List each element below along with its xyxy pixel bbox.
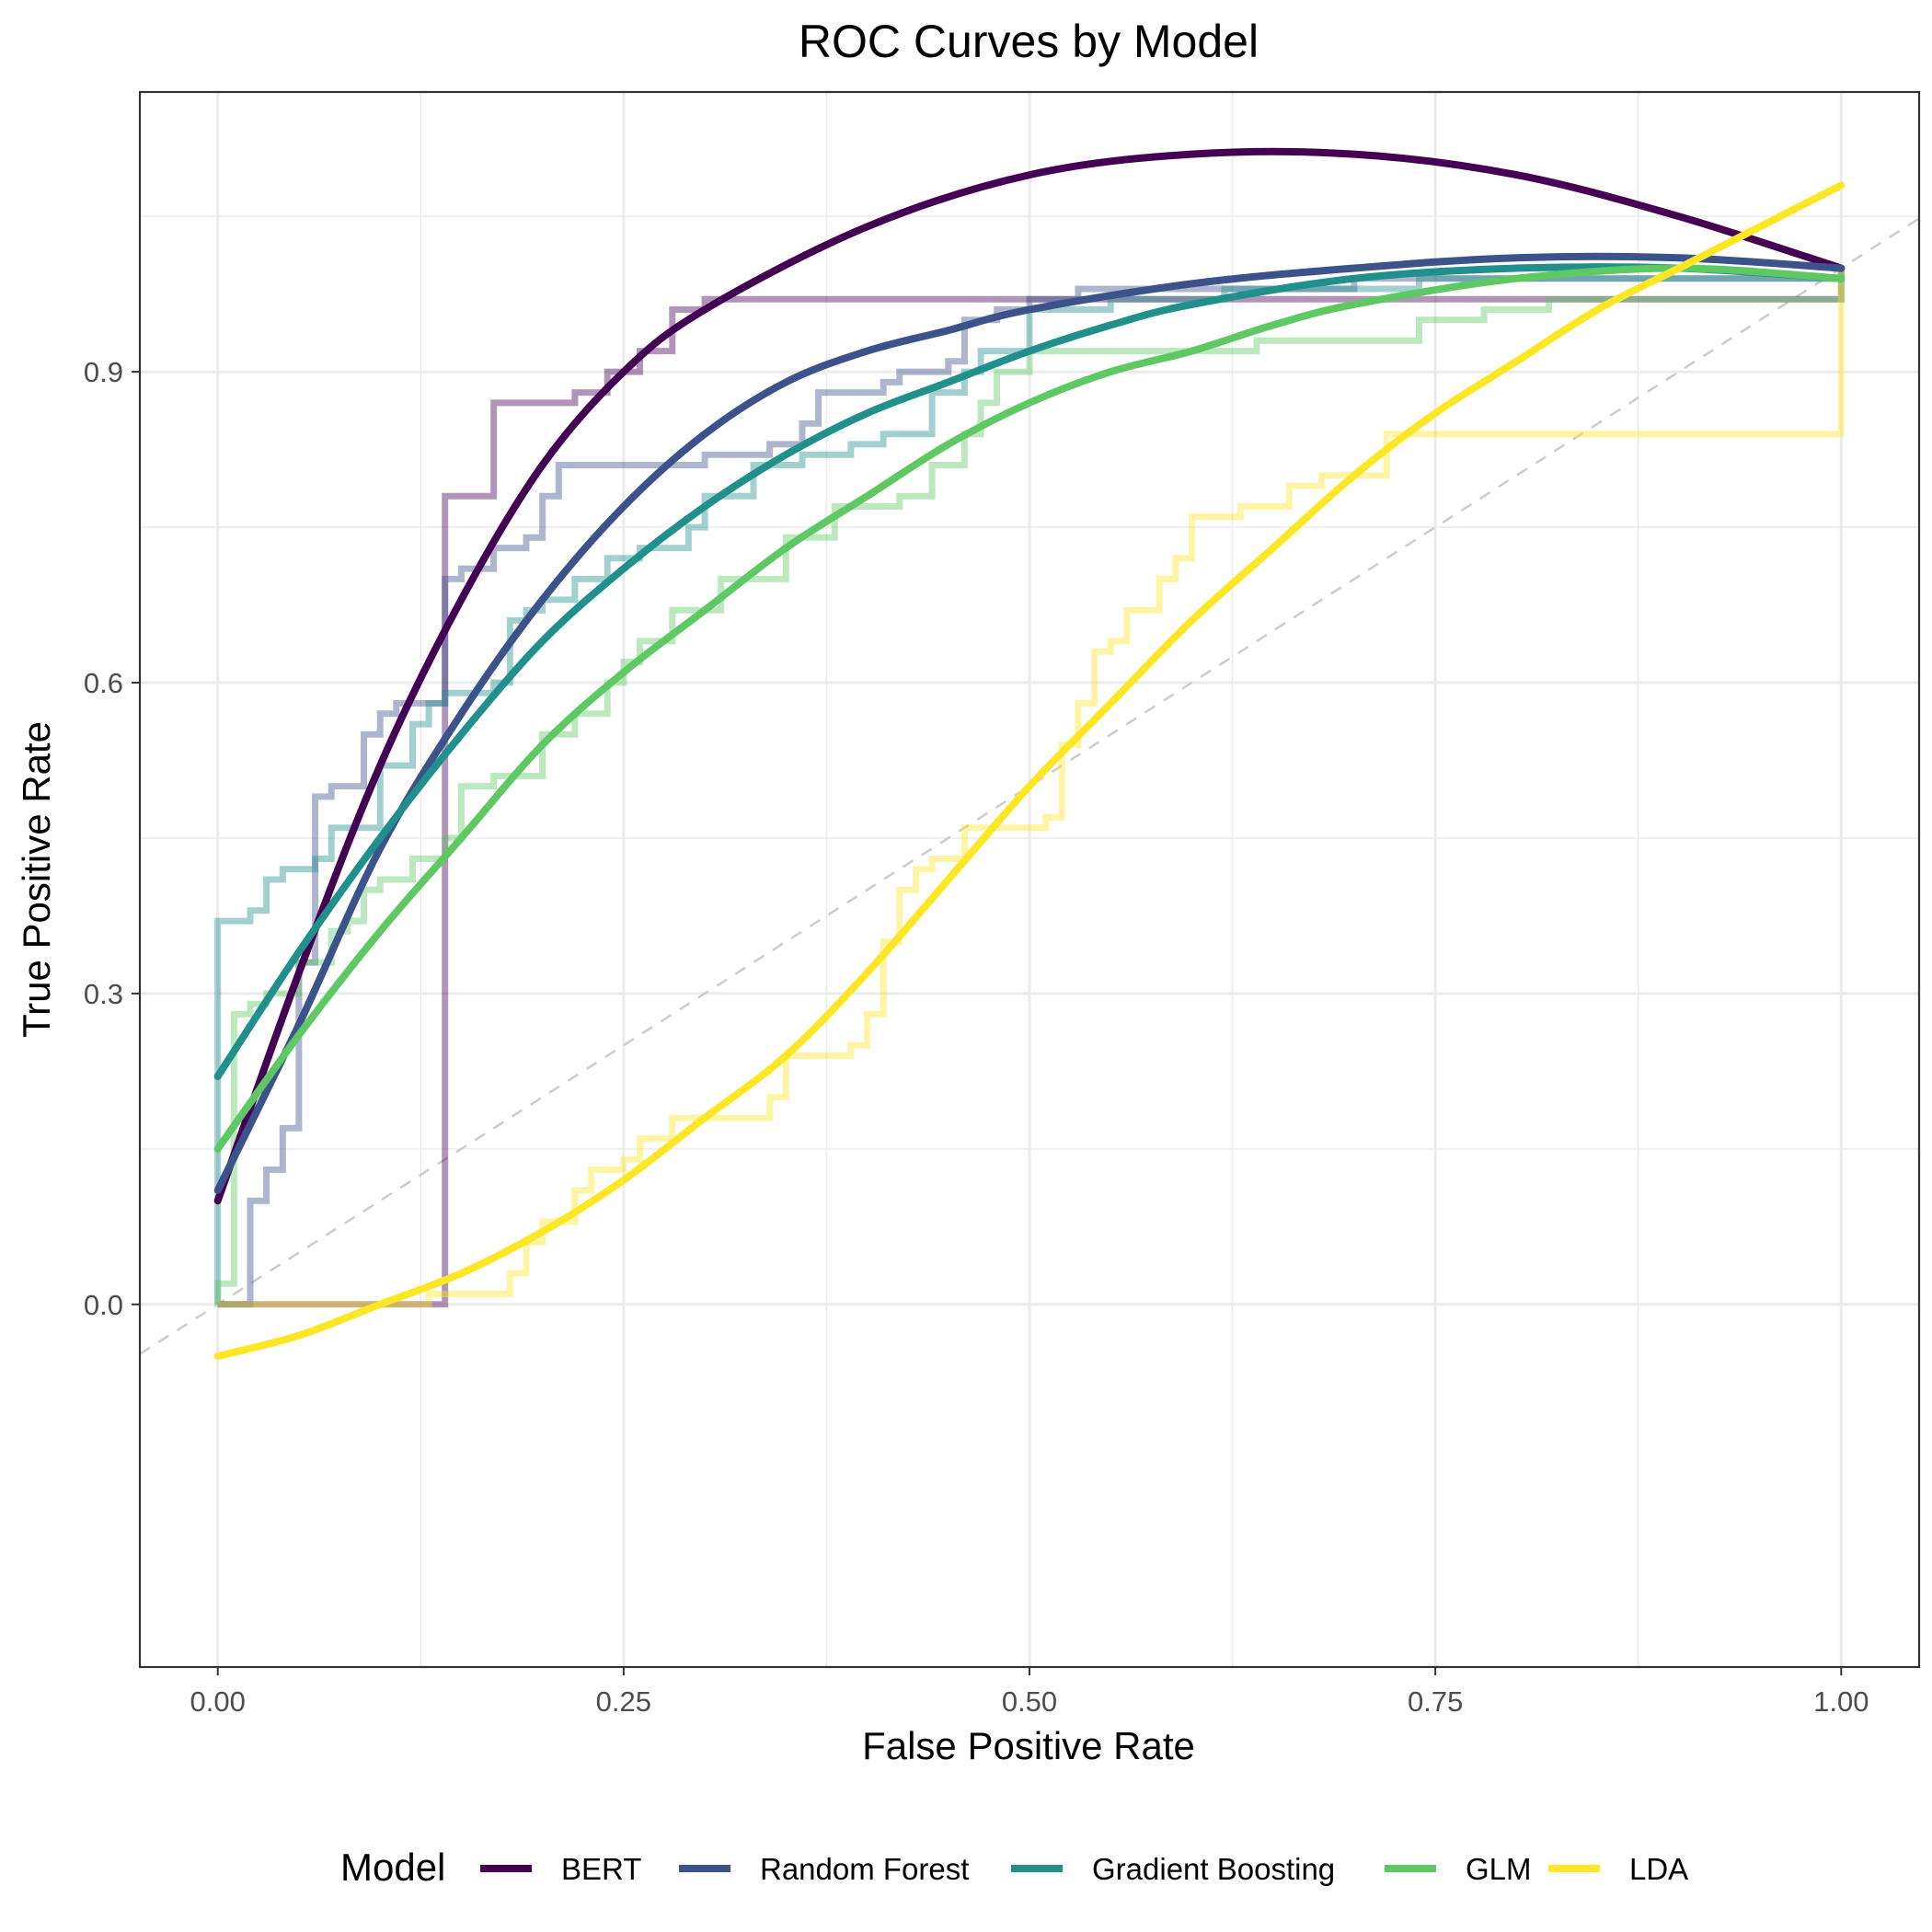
roc-step-gradient-boosting [214,268,1845,1305]
legend-label-random-forest: Random Forest [760,1852,969,1886]
legend: Model BERT Random Forest Gradient Boosting… [340,1846,1688,1889]
legend-label-glm: GLM [1466,1852,1532,1886]
x-axis-ticks: 0.00 0.25 0.50 0.75 1.00 [190,1667,1869,1718]
y-tick-label: 0.9 [84,356,123,388]
x-tick-label: 0.75 [1408,1685,1463,1718]
roc-smooth-glm [213,264,1846,1153]
y-tick-label: 0.3 [84,978,123,1010]
y-axis-title: True Positive Rate [15,721,58,1038]
legend-label-lda: LDA [1629,1852,1688,1886]
x-tick-label: 0.50 [1002,1685,1057,1718]
legend-label-bert: BERT [561,1852,641,1886]
roc-smooth-curves [213,147,1846,1361]
roc-smooth-lda [213,181,1846,1361]
roc-smooth-gradient-boosting [213,263,1846,1080]
roc-smooth-bert [213,147,1846,1205]
chart-title: ROC Curves by Model [799,16,1259,67]
x-axis-title: False Positive Rate [862,1724,1195,1767]
y-tick-label: 0.6 [84,667,123,699]
legend-title: Model [340,1846,445,1889]
roc-step-lda [217,268,1845,1308]
y-axis-ticks: 0.0 0.3 0.6 0.9 [84,356,140,1321]
y-tick-label: 0.0 [84,1289,123,1321]
x-tick-label: 0.25 [596,1685,651,1718]
x-tick-label: 0.00 [190,1685,246,1718]
x-tick-label: 1.00 [1813,1685,1869,1718]
legend-label-gradient-boosting: Gradient Boosting [1092,1852,1335,1886]
